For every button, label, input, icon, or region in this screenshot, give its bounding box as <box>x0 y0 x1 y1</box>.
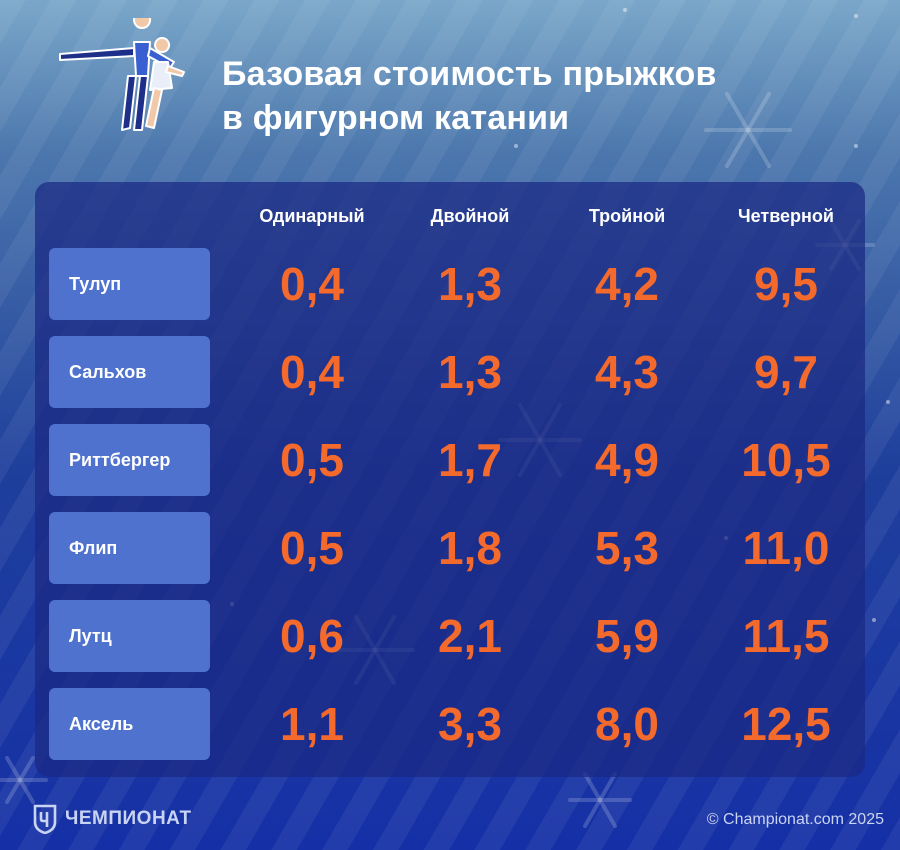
value-cell: 9,7 <box>754 346 818 398</box>
value-cell: 8,0 <box>595 698 659 750</box>
row-label: Сальхов <box>49 336 210 408</box>
logo-text: ЧЕМПИОНАТ <box>65 808 192 829</box>
table-row: Аксель 1,1 3,3 8,0 12,5 <box>49 688 860 760</box>
snowflake-icon <box>704 92 792 168</box>
value-cell: 9,5 <box>754 258 818 310</box>
table-row: Сальхов 0,4 1,3 4,3 9,7 <box>49 336 860 408</box>
row-label: Флип <box>49 512 210 584</box>
title-line-1: Базовая стоимость прыжков <box>222 55 717 93</box>
table-row: Риттбергер 0,5 1,7 4,9 10,5 <box>49 424 860 496</box>
title-line-2: в фигурном катании <box>222 99 570 137</box>
table-row: Тулуп 0,4 1,3 4,2 9,5 <box>49 248 860 320</box>
value-cell: 4,3 <box>595 346 659 398</box>
page-title: Базовая стоимость прыжков в фигурном кат… <box>222 52 717 140</box>
value-cell: 1,8 <box>438 522 502 574</box>
value-cell: 0,5 <box>280 522 344 574</box>
figure-skaters-illustration <box>59 18 185 131</box>
value-cell: 10,5 <box>741 434 831 486</box>
value-cell: 0,6 <box>280 610 344 662</box>
value-cell: 11,0 <box>742 522 830 574</box>
row-label: Тулуп <box>49 248 210 320</box>
value-cell: 4,9 <box>595 434 659 486</box>
value-cell: 11,5 <box>742 610 830 662</box>
value-cell: 5,3 <box>595 522 659 574</box>
row-label: Лутц <box>49 600 210 672</box>
snowflake-icon <box>568 772 632 828</box>
row-label: Аксель <box>49 688 210 760</box>
value-cell: 0,4 <box>280 258 344 310</box>
value-cell: 2,1 <box>438 610 502 662</box>
column-header: Четверной <box>737 206 834 226</box>
value-cell: 0,4 <box>280 346 344 398</box>
value-cell: 1,1 <box>280 698 344 750</box>
championat-shield-icon <box>33 804 57 834</box>
table-row: Флип 0,5 1,8 5,3 11,0 <box>49 512 860 584</box>
value-cell: 5,9 <box>595 610 659 662</box>
table-row: Лутц 0,6 2,1 5,9 11,5 <box>49 600 860 672</box>
value-cell: 1,7 <box>438 434 502 486</box>
copyright-text: © Championat.com 2025 <box>706 811 884 828</box>
championat-logo: ЧЕМПИОНАТ <box>33 804 192 834</box>
value-cell: 0,5 <box>280 434 344 486</box>
value-cell: 4,2 <box>595 258 659 310</box>
column-header: Одинарный <box>259 206 365 226</box>
value-cell: 1,3 <box>438 346 502 398</box>
value-cell: 1,3 <box>438 258 502 310</box>
value-cell: 3,3 <box>438 698 502 750</box>
value-cell: 12,5 <box>741 698 831 750</box>
column-header: Тройной <box>588 206 666 226</box>
column-header: Двойной <box>430 206 510 226</box>
row-label: Риттбергер <box>49 424 210 496</box>
